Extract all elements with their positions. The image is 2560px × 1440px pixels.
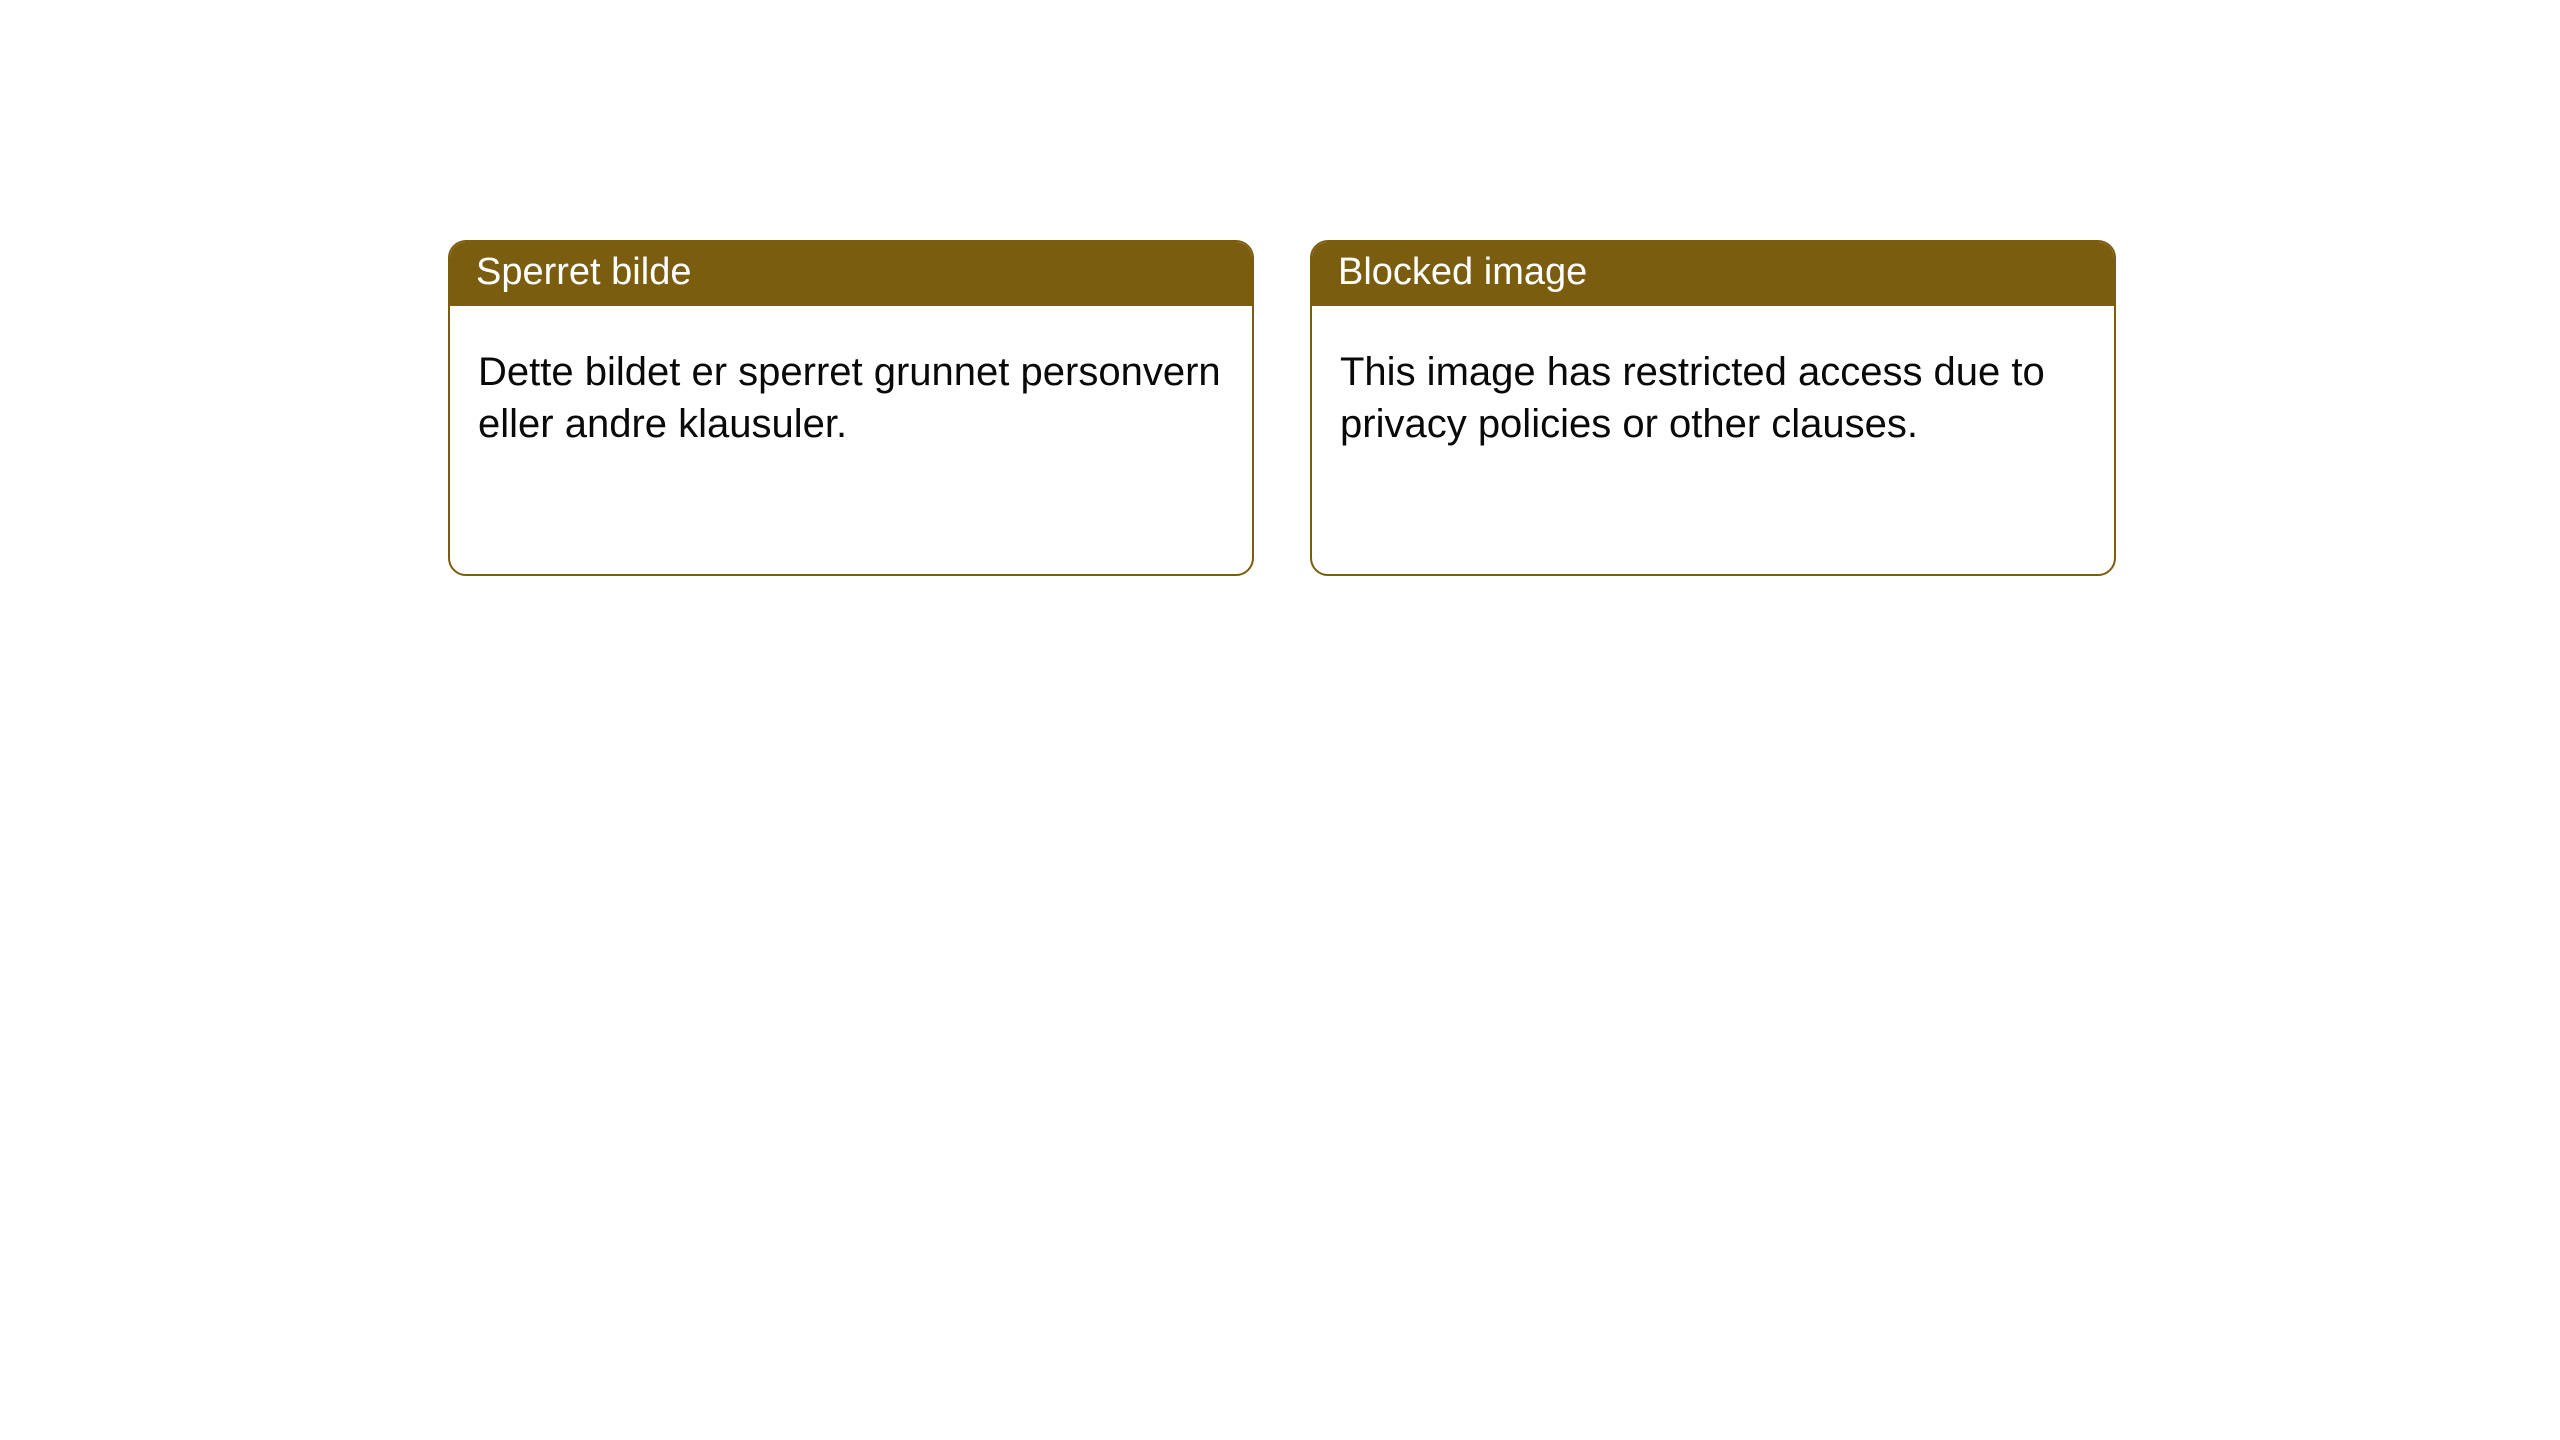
card-body: This image has restricted access due to …: [1312, 306, 2114, 492]
card-body: Dette bildet er sperret grunnet personve…: [450, 306, 1252, 492]
notice-card-norwegian: Sperret bilde Dette bildet er sperret gr…: [448, 240, 1254, 576]
notice-card-english: Blocked image This image has restricted …: [1310, 240, 2116, 576]
card-header: Blocked image: [1312, 242, 2114, 306]
card-header: Sperret bilde: [450, 242, 1252, 306]
notice-cards-container: Sperret bilde Dette bildet er sperret gr…: [448, 240, 2560, 576]
